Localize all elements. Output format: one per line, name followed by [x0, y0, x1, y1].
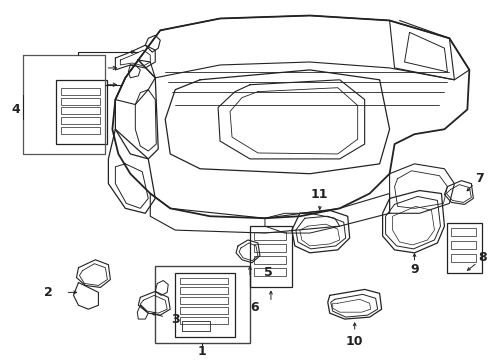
Bar — [61, 127, 100, 134]
Text: 8: 8 — [477, 251, 486, 264]
Text: 9: 9 — [409, 263, 418, 276]
Bar — [61, 88, 100, 95]
Bar — [175, 273, 235, 337]
Bar — [253, 232, 285, 240]
Text: 3: 3 — [170, 312, 179, 325]
Bar — [447, 223, 481, 273]
Text: 2: 2 — [44, 286, 53, 299]
Text: 1: 1 — [197, 345, 206, 358]
Bar — [61, 108, 100, 114]
Bar — [180, 297, 227, 304]
Bar — [253, 244, 285, 252]
Bar — [253, 256, 285, 264]
Text: 5: 5 — [263, 266, 272, 279]
Bar — [450, 228, 475, 236]
Bar — [253, 268, 285, 275]
Bar — [180, 307, 227, 314]
Bar — [61, 117, 100, 124]
Bar — [450, 241, 475, 249]
Bar — [249, 226, 291, 287]
Bar — [180, 287, 227, 294]
Bar — [56, 80, 107, 144]
Bar — [61, 98, 100, 104]
Bar — [180, 317, 227, 324]
Text: 11: 11 — [310, 188, 328, 201]
Text: 4: 4 — [11, 103, 20, 116]
Bar — [155, 266, 249, 343]
Bar — [180, 278, 227, 284]
Bar — [182, 321, 210, 331]
Bar — [450, 254, 475, 262]
Text: 7: 7 — [474, 172, 483, 185]
Text: 6: 6 — [250, 301, 259, 314]
Text: 10: 10 — [345, 335, 363, 348]
